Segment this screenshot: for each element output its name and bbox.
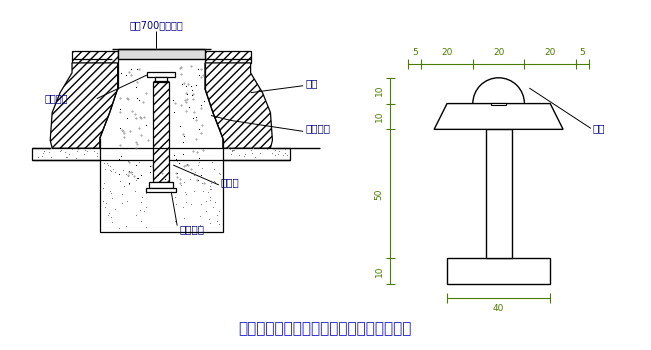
Text: 高精度水准点留设方式：金属标志（铜心）: 高精度水准点留设方式：金属标志（铜心） [238,321,411,336]
Bar [147,72,175,77]
Bar [118,49,205,59]
Polygon shape [50,63,118,148]
Text: 20: 20 [544,48,556,57]
Bar [491,103,506,105]
Bar [146,188,176,192]
Bar [223,148,290,160]
Text: 直径700铸铁井盖: 直径700铸铁井盖 [130,20,183,30]
Bar [33,148,100,160]
Text: 金属根络: 金属根络 [179,225,204,235]
Bar [72,51,118,63]
Text: 5: 5 [579,48,585,57]
Text: 铜心: 铜心 [593,123,605,133]
Polygon shape [434,104,563,130]
Text: 护壁: 护壁 [305,78,318,88]
Text: 10: 10 [374,111,383,122]
Text: 10: 10 [374,85,383,96]
Text: 20: 20 [441,48,452,57]
Bar [150,182,173,188]
Text: 20: 20 [493,48,505,57]
Text: 40: 40 [493,304,505,313]
Bar [486,130,512,258]
Text: 矿渣填充: 矿渣填充 [305,123,330,133]
Bar [100,160,223,232]
Text: 50: 50 [374,188,383,200]
Bar [156,77,167,82]
Text: 5: 5 [412,48,418,57]
Bar [205,51,251,63]
Polygon shape [205,63,272,148]
Text: 铜管柱: 铜管柱 [221,177,240,187]
Text: 10: 10 [374,266,383,277]
Bar [154,82,169,182]
Text: 金属标志: 金属标志 [44,93,68,104]
Bar [447,258,550,284]
